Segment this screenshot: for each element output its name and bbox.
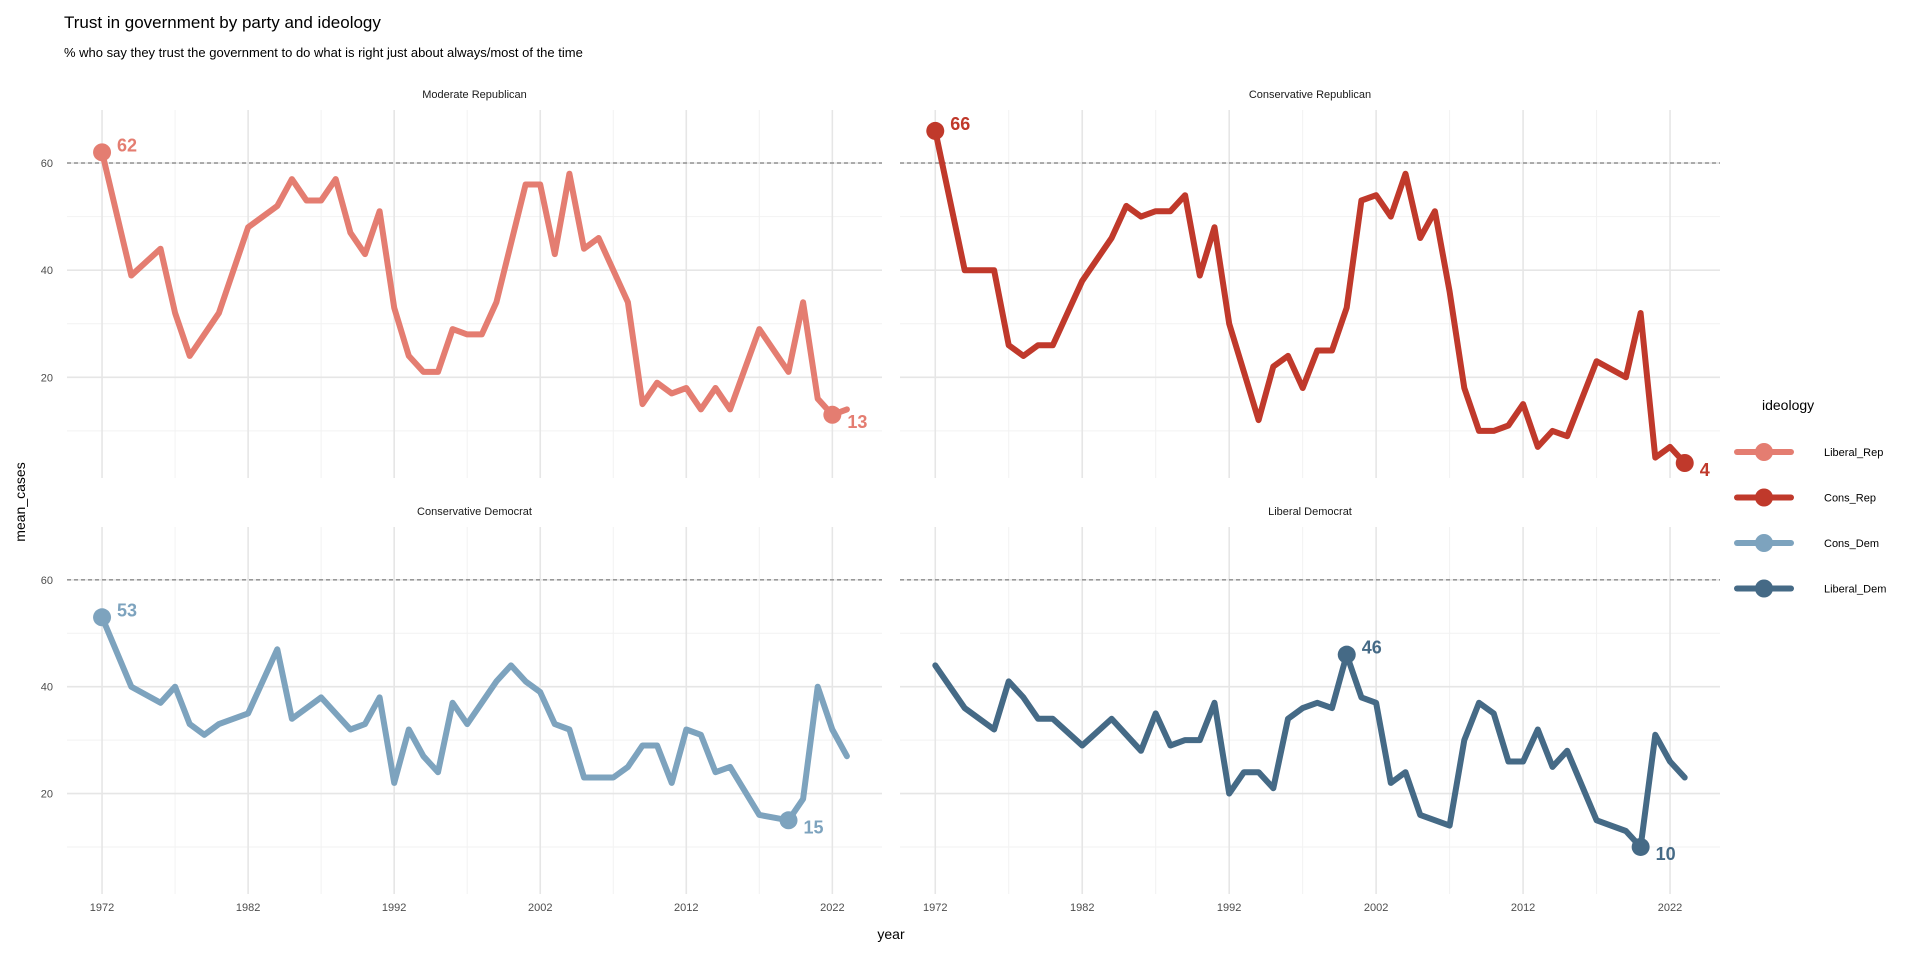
highlight-point — [779, 811, 798, 830]
data-label: 53 — [117, 600, 137, 620]
highlight-point — [1337, 645, 1356, 664]
y-tick-label: 20 — [41, 789, 53, 801]
data-label: 13 — [847, 412, 867, 432]
facet-title: Conservative Republican — [1249, 89, 1371, 101]
x-tick-label: 2002 — [1364, 902, 1388, 914]
data-label: 15 — [804, 817, 824, 837]
y-tick-label: 60 — [41, 575, 53, 587]
x-tick-label: 1982 — [236, 902, 260, 914]
highlight-point — [1675, 454, 1694, 473]
highlight-point — [1631, 837, 1650, 856]
panel-Cons_Rep: Conservative Republican 66 4 — [900, 89, 1720, 480]
y-tick-label: 40 — [41, 682, 53, 694]
panel-Liberal_Rep: Moderate Republican 20 40 60 62 13 — [41, 89, 882, 478]
x-tick-label: 1982 — [1070, 902, 1094, 914]
legend-key-point — [1755, 488, 1773, 507]
series-line-Liberal_Rep — [99, 149, 850, 418]
data-label: 10 — [1656, 844, 1676, 864]
data-label: 46 — [1362, 638, 1382, 658]
legend-label: Liberal_Rep — [1824, 447, 1883, 459]
data-label: 4 — [1700, 460, 1710, 480]
y-axis-title: mean_cases — [12, 462, 28, 541]
x-tick-label: 1972 — [923, 902, 947, 914]
legend-key-point — [1755, 579, 1773, 598]
highlight-point — [926, 121, 945, 140]
data-label: 66 — [950, 114, 970, 134]
series-line-Cons_Rep — [932, 127, 1688, 466]
legend-label: Cons_Dem — [1824, 538, 1879, 550]
panel-Cons_Dem: Conservative Democrat 20 40 60 1972 1982 1992 2… — [41, 506, 882, 914]
y-tick-label: 40 — [41, 265, 53, 277]
legend-label: Liberal_Dem — [1824, 584, 1886, 596]
highlight-point — [93, 608, 112, 627]
legend-label: Cons_Rep — [1824, 493, 1876, 505]
y-tick-label: 60 — [41, 158, 53, 170]
legend-key-point — [1755, 443, 1773, 461]
series-line-Liberal_Dem — [932, 651, 1688, 850]
facet-title: Liberal Democrat — [1268, 506, 1352, 518]
highlight-point — [823, 405, 842, 424]
x-tick-label: 1972 — [90, 902, 114, 914]
x-tick-label: 2002 — [528, 902, 552, 914]
x-tick-label: 2022 — [1658, 902, 1682, 914]
panel-Liberal_Dem: Liberal Democrat 1972 1982 1992 2002 2012 2022… — [900, 506, 1720, 914]
chart-title: Trust in government by party and ideolog… — [64, 13, 381, 32]
x-tick-label: 1992 — [1217, 902, 1241, 914]
x-tick-label: 2012 — [1511, 902, 1535, 914]
y-tick-label: 20 — [41, 372, 53, 384]
legend-title: ideology — [1762, 397, 1814, 413]
legend-key-point — [1755, 534, 1773, 552]
chart-subtitle: % who say they trust the government to d… — [64, 45, 583, 60]
highlight-point — [93, 143, 112, 162]
x-tick-label: 1992 — [382, 902, 406, 914]
facet-title: Moderate Republican — [422, 89, 527, 101]
x-axis-title: year — [877, 926, 905, 942]
facet-title: Conservative Democrat — [417, 506, 532, 518]
x-tick-label: 2022 — [820, 902, 844, 914]
x-tick-label: 2012 — [674, 902, 698, 914]
series-line-Cons_Dem — [99, 614, 850, 824]
data-label: 62 — [117, 135, 137, 155]
legend: ideology Liberal_Rep Cons_Rep Cons_Dem Libe… — [1734, 397, 1886, 598]
